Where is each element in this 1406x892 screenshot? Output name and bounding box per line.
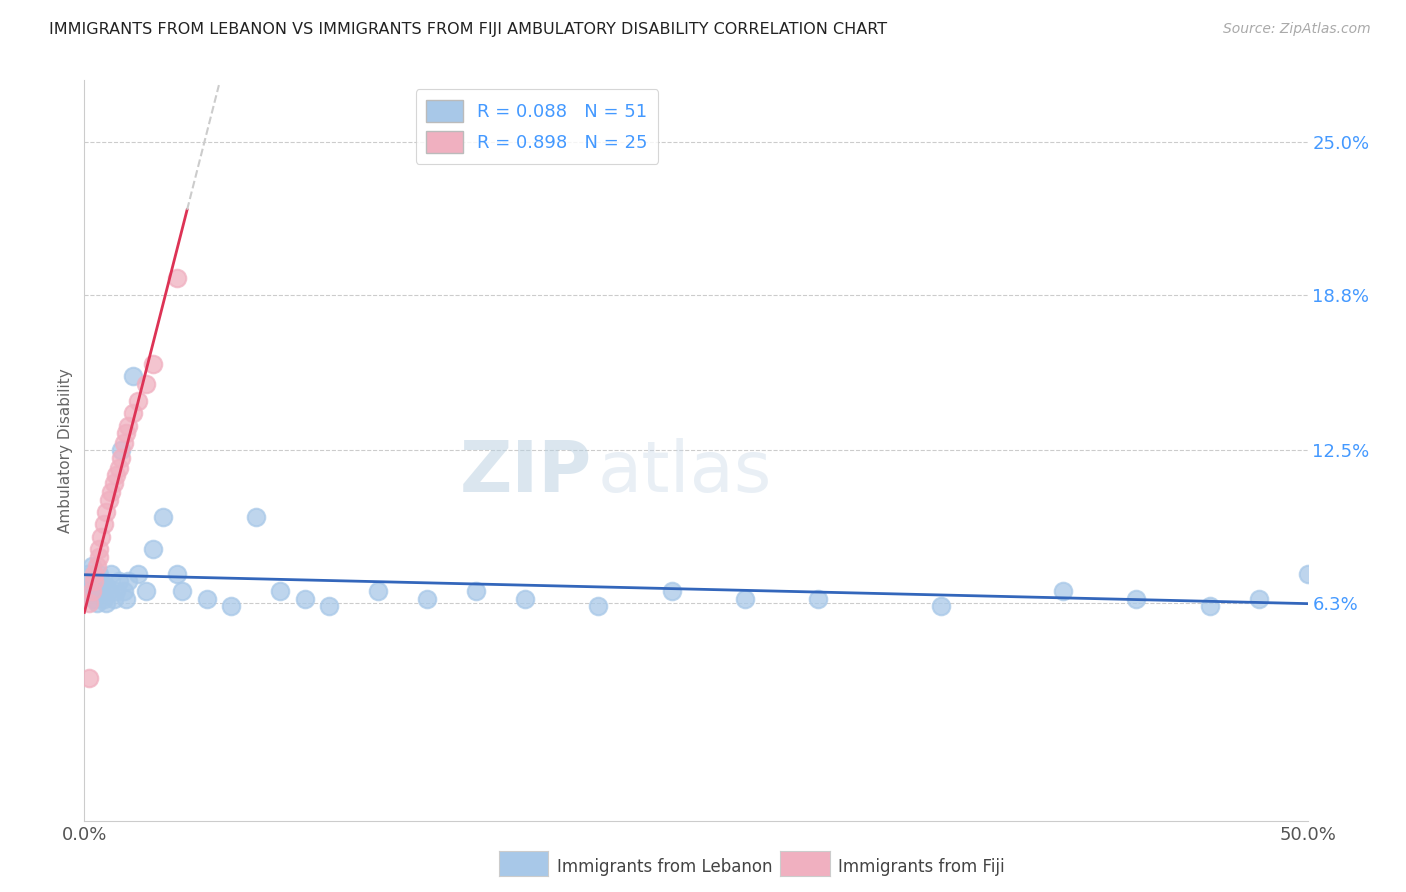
Point xyxy=(86,584,108,599)
Point xyxy=(107,574,129,589)
Text: IMMIGRANTS FROM LEBANON VS IMMIGRANTS FROM FIJI AMBULATORY DISABILITY CORRELATIO: IMMIGRANTS FROM LEBANON VS IMMIGRANTS FR… xyxy=(49,22,887,37)
Point xyxy=(416,591,439,606)
Point xyxy=(103,591,125,606)
Point xyxy=(87,542,110,557)
Point xyxy=(152,510,174,524)
Point xyxy=(77,597,100,611)
Point xyxy=(1247,591,1270,606)
Point xyxy=(115,591,138,606)
Point xyxy=(83,566,105,581)
Point xyxy=(166,270,188,285)
Point xyxy=(83,574,105,589)
Text: ZIP: ZIP xyxy=(460,438,592,508)
Point xyxy=(245,510,267,524)
Point xyxy=(661,584,683,599)
Point xyxy=(367,584,389,599)
Point xyxy=(97,584,120,599)
Text: atlas: atlas xyxy=(598,438,772,508)
Point xyxy=(77,671,100,685)
Point xyxy=(195,591,218,606)
Point xyxy=(80,584,103,599)
Point xyxy=(135,376,157,391)
Point xyxy=(1296,566,1319,581)
Point xyxy=(122,369,145,384)
Text: Immigrants from Lebanon: Immigrants from Lebanon xyxy=(557,858,772,876)
Point xyxy=(76,566,98,581)
Point xyxy=(83,591,105,606)
Point xyxy=(100,566,122,581)
Point xyxy=(103,475,125,490)
Point xyxy=(83,574,105,589)
Point xyxy=(115,426,138,441)
Point xyxy=(96,579,118,593)
Point xyxy=(219,599,242,613)
Point xyxy=(100,485,122,500)
Legend: R = 0.088   N = 51, R = 0.898   N = 25: R = 0.088 N = 51, R = 0.898 N = 25 xyxy=(416,89,658,164)
Point xyxy=(734,591,756,606)
Point xyxy=(142,357,165,371)
Point xyxy=(117,418,139,433)
Point xyxy=(86,559,108,574)
Point xyxy=(90,530,112,544)
Point xyxy=(318,599,340,613)
Point xyxy=(112,584,135,599)
Point xyxy=(110,450,132,465)
Point xyxy=(135,584,157,599)
Point xyxy=(77,584,100,599)
Point xyxy=(90,584,112,599)
Point xyxy=(294,591,316,606)
Point xyxy=(86,597,108,611)
Point xyxy=(87,566,110,581)
Point xyxy=(1125,591,1147,606)
Point xyxy=(105,584,128,599)
Point xyxy=(96,597,118,611)
Point xyxy=(110,443,132,458)
Point xyxy=(464,584,486,599)
Point xyxy=(96,505,118,519)
Text: Immigrants from Fiji: Immigrants from Fiji xyxy=(838,858,1005,876)
Point xyxy=(112,436,135,450)
Point xyxy=(172,584,194,599)
Point xyxy=(80,579,103,593)
Point xyxy=(97,492,120,507)
Point xyxy=(80,559,103,574)
Point xyxy=(513,591,536,606)
Point xyxy=(87,579,110,593)
Point xyxy=(269,584,291,599)
Point xyxy=(807,591,830,606)
Point xyxy=(1198,599,1220,613)
Point xyxy=(107,460,129,475)
Point xyxy=(90,574,112,589)
Point xyxy=(127,566,149,581)
Point xyxy=(142,542,165,557)
Point xyxy=(122,407,145,421)
Point xyxy=(93,517,115,532)
Point xyxy=(87,549,110,564)
Point xyxy=(586,599,609,613)
Text: Source: ZipAtlas.com: Source: ZipAtlas.com xyxy=(1223,22,1371,37)
Point xyxy=(117,574,139,589)
Point xyxy=(929,599,952,613)
Point xyxy=(1052,584,1074,599)
Point xyxy=(166,566,188,581)
Point xyxy=(93,591,115,606)
Y-axis label: Ambulatory Disability: Ambulatory Disability xyxy=(58,368,73,533)
Point xyxy=(127,394,149,409)
Point xyxy=(105,468,128,483)
